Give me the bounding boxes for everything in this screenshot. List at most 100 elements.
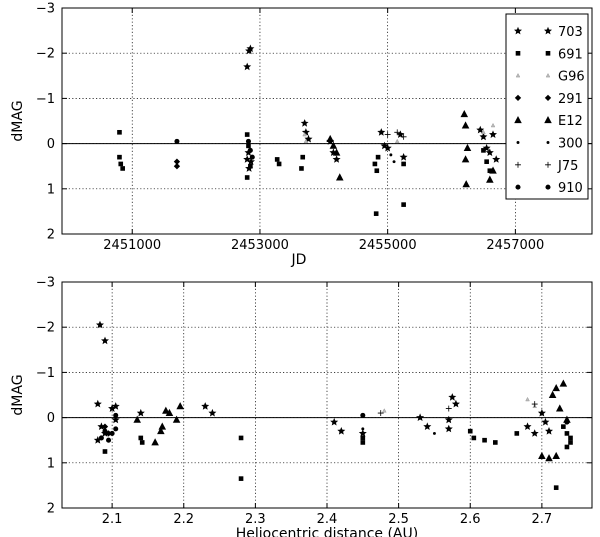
point-703 [301,128,310,136]
y-tick-label: 2 [47,228,55,243]
series-G96 [381,396,538,413]
point-691 [373,211,379,216]
diamond-marker [514,94,522,102]
x-axis-label: JD [291,252,307,268]
y-tick-label: 0 [47,411,55,426]
point-691 [482,437,487,443]
series-703 [93,320,553,444]
series-291 [101,423,112,437]
legend-entry: G96 [515,70,585,85]
point-E12 [489,166,497,174]
point-703 [523,422,532,430]
point-691 [274,157,280,162]
series-910 [174,138,255,160]
series-J75 [384,129,407,140]
point-703 [444,415,453,424]
point-E12 [463,143,472,152]
point-E12 [133,415,141,423]
point-691 [246,143,251,149]
point-691 [139,440,145,445]
point-910 [174,138,180,144]
legend-label: 691 [558,47,583,62]
point-703 [201,402,210,410]
point-910 [106,437,112,443]
point-703 [108,404,117,412]
data-points [117,44,501,216]
series-910 [98,412,570,443]
point-703 [416,413,425,421]
point-691 [471,435,477,441]
plus-marker [545,161,551,168]
series-J75 [377,401,538,417]
point-691 [300,154,306,160]
jd-panel: 2451000 2453000 2455000 2457000 −3 −2 −1 0 1 2 JD d… [10,2,593,268]
point-703 [208,408,217,417]
plus-marker [515,161,521,168]
point-G96 [525,396,530,402]
point-703 [479,132,488,141]
point-910 [564,419,570,425]
point-703 [399,153,408,161]
point-J75 [400,133,407,140]
point-691 [244,132,250,137]
point-E12 [548,390,557,398]
data-points [93,320,573,490]
star-marker [544,26,552,35]
point-703 [537,408,546,417]
series-E12 [326,110,497,188]
point-703 [492,155,501,163]
point-E12 [165,408,174,417]
point-703 [136,408,145,417]
point-691 [568,435,573,441]
point-703 [246,44,255,53]
point-703 [111,402,120,410]
legend: 703 691 G96 291 E12 300 J75 910 [505,13,589,200]
point-291 [105,430,112,437]
point-E12 [462,180,470,188]
triangle-marker [544,116,552,124]
point-703 [448,393,457,401]
legend-box [505,13,589,200]
point-703 [476,125,485,134]
small-circle-marker [516,141,520,144]
point-300 [432,431,436,435]
point-910 [245,138,251,144]
point-E12 [332,148,341,156]
point-703 [244,148,253,156]
point-703 [383,143,392,152]
point-691 [564,431,570,436]
triangle-marker [514,116,522,124]
point-703 [482,143,491,152]
legend-entry: 291 [514,92,583,107]
point-E12 [151,438,159,446]
point-E12 [486,175,494,183]
point-G96 [481,129,486,135]
point-703 [300,119,309,127]
point-300 [389,153,393,157]
star-marker [514,26,522,35]
point-703 [247,157,255,166]
series-703 [243,44,501,172]
point-E12 [326,134,334,143]
point-910 [247,147,253,153]
point-703 [485,148,494,156]
point-E12 [545,454,553,462]
small-triangle-marker [545,72,551,78]
y-tick-label: 2 [47,502,55,517]
point-691 [553,485,559,490]
point-691 [360,435,366,441]
series-691 [102,424,573,490]
small-circle-marker [546,141,550,144]
square-marker [545,50,551,56]
point-691 [493,440,498,445]
point-691 [401,202,406,207]
series-E12 [133,379,571,462]
point-703 [530,429,539,437]
point-910 [102,428,108,434]
point-691 [561,424,566,429]
legend-entry: 910 [515,181,583,196]
point-E12 [555,404,564,412]
y-tick-label: −1 [36,92,55,107]
gridlines [62,282,592,508]
series-691 [117,129,493,216]
